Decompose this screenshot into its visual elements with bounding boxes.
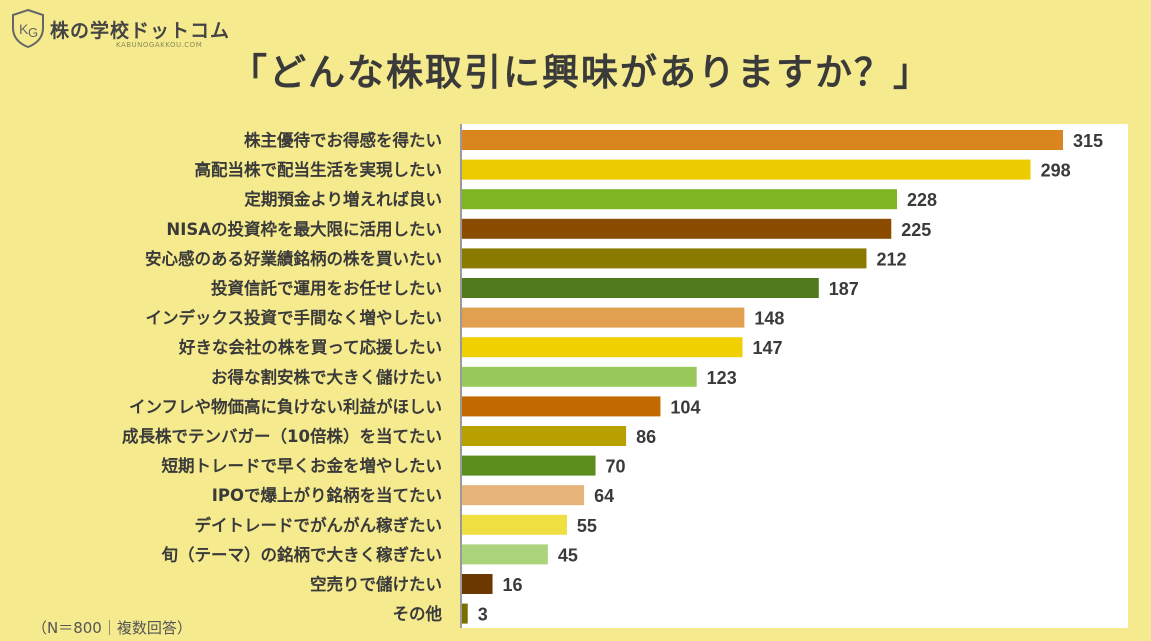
sample-size-footnote: （N＝800｜複数回答） bbox=[32, 619, 192, 637]
logo: K G 株の学校ドットコム KABUNOGAKKOU.COM bbox=[10, 8, 240, 54]
value-label: 148 bbox=[754, 309, 784, 329]
logo-name: 株の学校ドットコム bbox=[50, 20, 231, 42]
chart-title: 「どんな株取引に興味がありますか？」 bbox=[230, 51, 932, 94]
bar bbox=[462, 337, 743, 358]
category-label: 株主優待でお得感を得たい bbox=[244, 130, 442, 150]
value-label: 225 bbox=[901, 220, 931, 240]
bar bbox=[462, 307, 745, 328]
category-label: 投資信託で運用をお任せしたい bbox=[211, 278, 442, 298]
value-label: 3 bbox=[478, 605, 488, 625]
value-label: 86 bbox=[636, 427, 656, 447]
category-label: NISAの投資枠を最大限に活用したい bbox=[166, 219, 442, 239]
bar bbox=[462, 544, 548, 565]
bar bbox=[462, 278, 819, 298]
category-label: 高配当株で配当生活を実現したい bbox=[195, 160, 443, 180]
category-label: 好きな会社の株を買って応援したい bbox=[178, 337, 442, 357]
bar bbox=[462, 426, 627, 446]
value-label: 315 bbox=[1073, 131, 1103, 151]
logo-subtitle: KABUNOGAKKOU.COM bbox=[116, 41, 203, 49]
category-label: その他 bbox=[393, 604, 443, 624]
value-label: 55 bbox=[577, 516, 597, 536]
category-label: 短期トレードで早くお金を増やしたい bbox=[162, 456, 443, 476]
bar bbox=[462, 455, 596, 476]
svg-text:G: G bbox=[28, 25, 38, 40]
category-label: インフレや物価高に負けない利益がほしい bbox=[129, 396, 442, 416]
value-label: 64 bbox=[594, 486, 614, 506]
bar bbox=[462, 396, 661, 417]
bar bbox=[462, 603, 468, 624]
value-label: 104 bbox=[670, 397, 700, 417]
category-label: 成長株でテンバガー（10倍株）を当てたい bbox=[122, 426, 442, 446]
bar bbox=[462, 159, 1031, 180]
category-label: 旬（テーマ）の銘柄で大きく稼ぎたい bbox=[161, 544, 443, 564]
shield-logo-icon: K G bbox=[12, 8, 44, 48]
category-label: 安心感のある好業績銘柄の株を買いたい bbox=[145, 248, 442, 268]
category-label: インデックス投資で手間なく増やしたい bbox=[145, 308, 442, 328]
bar bbox=[462, 189, 898, 210]
category-label: 定期預金より増えれば良い bbox=[244, 189, 442, 209]
bar bbox=[462, 574, 493, 594]
bar bbox=[462, 514, 567, 535]
value-label: 187 bbox=[829, 279, 859, 299]
value-label: 45 bbox=[558, 545, 578, 565]
value-label: 70 bbox=[606, 457, 626, 477]
value-label: 228 bbox=[907, 190, 937, 210]
value-label: 212 bbox=[876, 249, 906, 269]
bar bbox=[462, 485, 585, 506]
bar bbox=[462, 366, 697, 387]
bar bbox=[462, 130, 1063, 150]
value-label: 298 bbox=[1041, 161, 1071, 181]
category-label: 空売りで儲けたい bbox=[310, 574, 442, 594]
bar bbox=[462, 248, 867, 269]
bar bbox=[462, 218, 892, 239]
value-label: 123 bbox=[707, 368, 737, 388]
category-axis-line bbox=[460, 124, 462, 628]
svg-text:K: K bbox=[19, 21, 29, 37]
value-label: 147 bbox=[752, 338, 782, 358]
value-label: 16 bbox=[503, 575, 523, 595]
category-label: デイトレードでがんがん稼ぎたい bbox=[195, 515, 443, 535]
category-label: お得な割安株で大きく儲けたい bbox=[211, 367, 442, 387]
category-label: IPOで爆上がり銘柄を当てたい bbox=[212, 485, 442, 505]
